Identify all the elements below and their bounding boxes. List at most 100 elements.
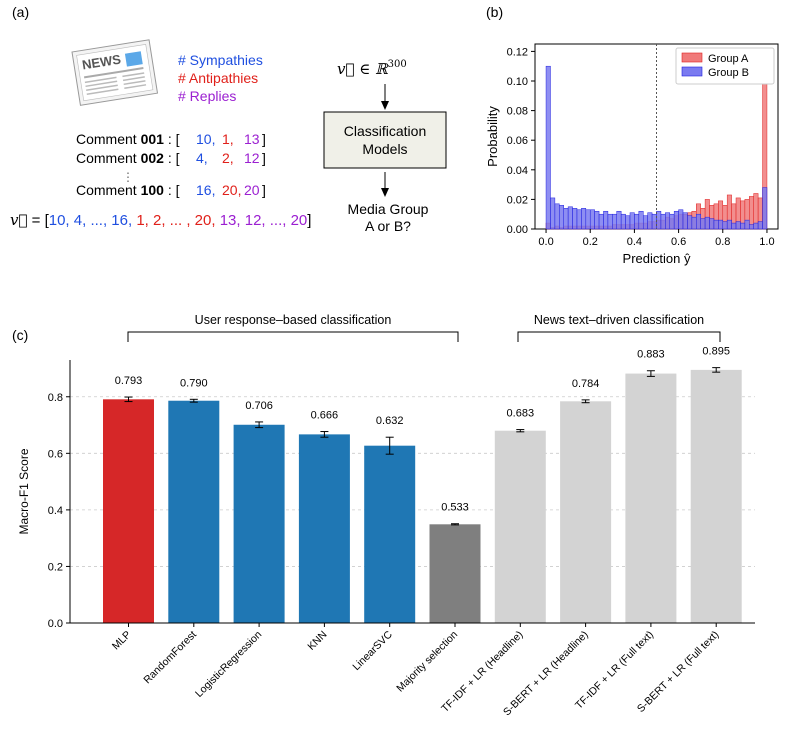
comment-prefix: Comment <box>76 182 141 198</box>
bracket-user-response-label: User response–based classification <box>195 313 392 327</box>
vector-replies: 13, 12, ..., 20 <box>220 212 308 229</box>
bar-tf-idf-lr-full-text- <box>625 373 677 623</box>
hist-bar-group-b <box>687 215 693 230</box>
bracket-user-response: User response–based classification <box>127 313 459 342</box>
vector-antipathies: 1, 2, ... , 20, <box>136 212 219 229</box>
comment-separator: : [ <box>164 182 180 198</box>
comment-prefix: Comment <box>76 150 141 166</box>
comment-separator: : [ <box>164 150 180 166</box>
bar-value-label: 0.793 <box>115 375 143 387</box>
comment-separator: : [ <box>164 131 180 147</box>
hist-bar-group-b <box>581 208 587 230</box>
bar-linearsvc <box>364 445 416 623</box>
bar-logisticregression <box>233 424 285 623</box>
hist-bar-group-b <box>757 221 763 230</box>
comment-end: ] <box>262 150 266 166</box>
comment-row: Comment 100 : [16, 20, 20] <box>76 182 266 198</box>
comment-number: 001 <box>141 131 165 147</box>
comment-prefix: Comment <box>76 131 141 147</box>
y-tick-label: 0.08 <box>507 106 528 118</box>
hist-bar-group-b <box>669 213 675 230</box>
x-tick-label: LogisticRegression <box>193 629 264 700</box>
hist-bar-group-b <box>589 209 595 230</box>
hist-bar-group-b <box>691 216 697 230</box>
vector-equation: v⃗ = [10, 4, ..., 16, 1, 2, ... , 20, 13… <box>10 211 311 229</box>
bracket-news-text: News text–driven classification <box>517 313 721 342</box>
x-tick-label: 0.6 <box>671 236 686 248</box>
x-tick-label: LinearSVC <box>350 628 395 673</box>
flow-arrowhead-1 <box>381 101 389 110</box>
comment-sympathies: 10, <box>196 131 215 147</box>
hist-y-axis-label: Probability <box>485 106 500 167</box>
newspaper-icon: NEWS <box>71 39 159 106</box>
bar-value-label: 0.683 <box>507 408 535 420</box>
comment-antipathies: 2, <box>222 150 234 166</box>
x-tick-label: MLP <box>110 629 134 653</box>
hist-bar-group-b <box>607 213 613 230</box>
y-tick-label: 0.06 <box>507 135 528 147</box>
hist-bar-group-b <box>612 213 617 230</box>
comment-sympathies: 4, <box>196 150 208 166</box>
bar-value-label: 0.883 <box>637 349 665 361</box>
hist-bar-group-b <box>576 209 582 230</box>
hist-bar-group-b <box>709 218 715 230</box>
hist-bar-group-b <box>647 212 653 230</box>
comment-list: Comment 001 : [10, 1, 13] Comment 002 : [4,… <box>76 131 266 198</box>
hist-bar-group-b <box>700 218 706 230</box>
x-tick-label: 0.4 <box>627 236 642 248</box>
comment-replies: 13 <box>244 131 260 147</box>
x-tick-label: RandomForest <box>141 629 199 687</box>
bar-s-bert-lr-headline- <box>560 401 612 623</box>
news-icon-text: NEWS <box>81 52 122 73</box>
comment-replies: 12 <box>244 150 260 166</box>
legend-replies: # Replies <box>178 88 236 104</box>
hist-x-axis-label: Prediction ŷ <box>623 251 691 266</box>
bar-value-label: 0.784 <box>572 378 600 390</box>
hist-bar-group-b <box>744 219 750 230</box>
hist-bar-group-b <box>656 210 662 230</box>
y-tick-label: 0.0 <box>48 618 63 630</box>
hist-bar-group-b <box>722 221 728 230</box>
hist-bar-group-b <box>731 222 737 230</box>
hist-bar-group-b <box>682 212 688 230</box>
bar-value-label: 0.706 <box>245 400 273 412</box>
comment-row: Comment 001 : [10, 1, 13] <box>76 131 266 147</box>
hist-bar-group-b <box>550 197 556 230</box>
hist-bar-group-b <box>749 224 754 230</box>
x-tick-label: KNN <box>305 629 329 653</box>
classification-box-line2: Models <box>362 141 407 157</box>
hist-bar-group-b <box>567 206 573 230</box>
bar-value-label: 0.666 <box>311 410 339 422</box>
bar-knn <box>298 434 350 623</box>
hist-bar-group-a <box>749 196 754 230</box>
comment-antipathies: 20, <box>222 182 241 198</box>
x-tick-label: 0.0 <box>538 236 553 248</box>
x-tick-label: 0.2 <box>583 236 598 248</box>
bar-value-label: 0.790 <box>180 377 208 389</box>
histogram-chart: 0.0 0.2 0.4 0.6 0.8 1.0 0.00 0.02 0.04 0.06 0.08 0.… <box>485 43 779 266</box>
hist-bar-group-b <box>713 219 719 230</box>
panel-a-label: (a) <box>12 4 29 20</box>
hist-bar-group-b <box>554 203 560 230</box>
bar-value-label: 0.895 <box>702 346 730 358</box>
hist-bar-group-b <box>545 65 551 230</box>
y-tick-label: 0.4 <box>48 505 63 517</box>
y-tick-label: 0.2 <box>48 561 63 573</box>
comment-ellipsis: ⋮ <box>122 170 134 184</box>
hist-bar-group-b <box>753 222 759 230</box>
vector-sympathies: 10, 4, ..., 16, <box>49 212 137 229</box>
vector-symbol: v⃗ <box>10 211 27 229</box>
comment-number: 100 <box>141 182 165 198</box>
bar-value-label: 0.632 <box>376 415 404 427</box>
bar-randomforest <box>168 400 220 623</box>
hist-bar-group-b <box>572 208 578 230</box>
legend-swatch-group-b <box>681 66 703 77</box>
hist-bar-group-b <box>740 222 746 230</box>
hist-bar-group-b <box>594 210 600 230</box>
y-tick-label: 0.8 <box>48 392 63 404</box>
hist-bar-group-b <box>678 209 684 230</box>
legend-label-group-a: Group A <box>708 53 749 65</box>
y-tick-label: 0.10 <box>507 76 528 88</box>
bar-value-label: 0.533 <box>441 502 469 514</box>
